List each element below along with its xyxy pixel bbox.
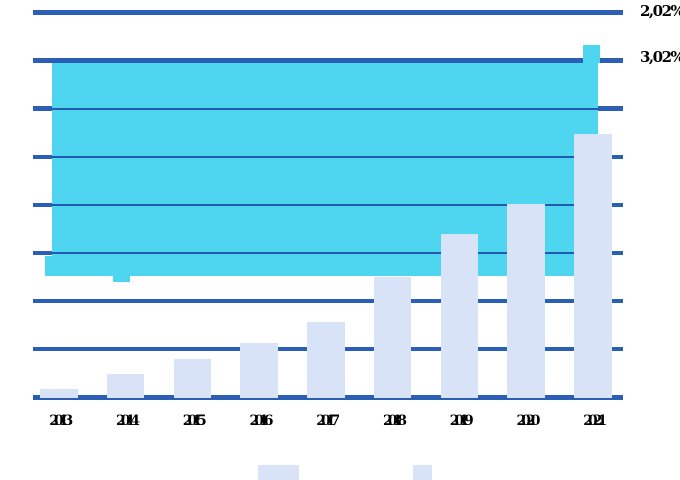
bar xyxy=(373,276,412,399)
bar xyxy=(40,388,78,399)
cyan-band-step xyxy=(45,256,62,276)
bar xyxy=(173,359,211,399)
bar xyxy=(106,373,145,399)
legend-swatch xyxy=(413,465,432,480)
x-axis-label: 2021 xyxy=(583,413,607,429)
x-axis-label: 2015 xyxy=(182,413,207,429)
cyan-band-step xyxy=(113,276,130,282)
bar xyxy=(307,322,345,399)
bar xyxy=(574,134,612,399)
x-axis-label: 2016 xyxy=(249,413,274,429)
bar xyxy=(440,234,478,399)
bar xyxy=(240,343,278,399)
gridline xyxy=(33,298,623,304)
cyan-band-step xyxy=(583,45,600,63)
gridline xyxy=(33,10,623,15)
bar xyxy=(507,203,545,399)
right-axis-label: 2,02% xyxy=(640,2,680,20)
gridline-overlay xyxy=(52,203,598,206)
x-axis-label: 2018 xyxy=(383,413,407,429)
cyan-band xyxy=(52,62,598,276)
legend-swatch xyxy=(258,465,299,480)
right-axis-label: 3,02% xyxy=(640,48,680,66)
x-axis-label: 2020 xyxy=(516,413,541,429)
gridline-overlay xyxy=(52,155,598,158)
gridline xyxy=(33,58,623,63)
x-axis-label: 2013 xyxy=(49,413,73,429)
gridline-overlay xyxy=(52,107,598,110)
x-axis-label: 2019 xyxy=(449,413,474,429)
gridline-overlay xyxy=(52,252,598,254)
x-axis-label: 2014 xyxy=(116,413,140,429)
x-axis-label: 2017 xyxy=(316,413,340,429)
